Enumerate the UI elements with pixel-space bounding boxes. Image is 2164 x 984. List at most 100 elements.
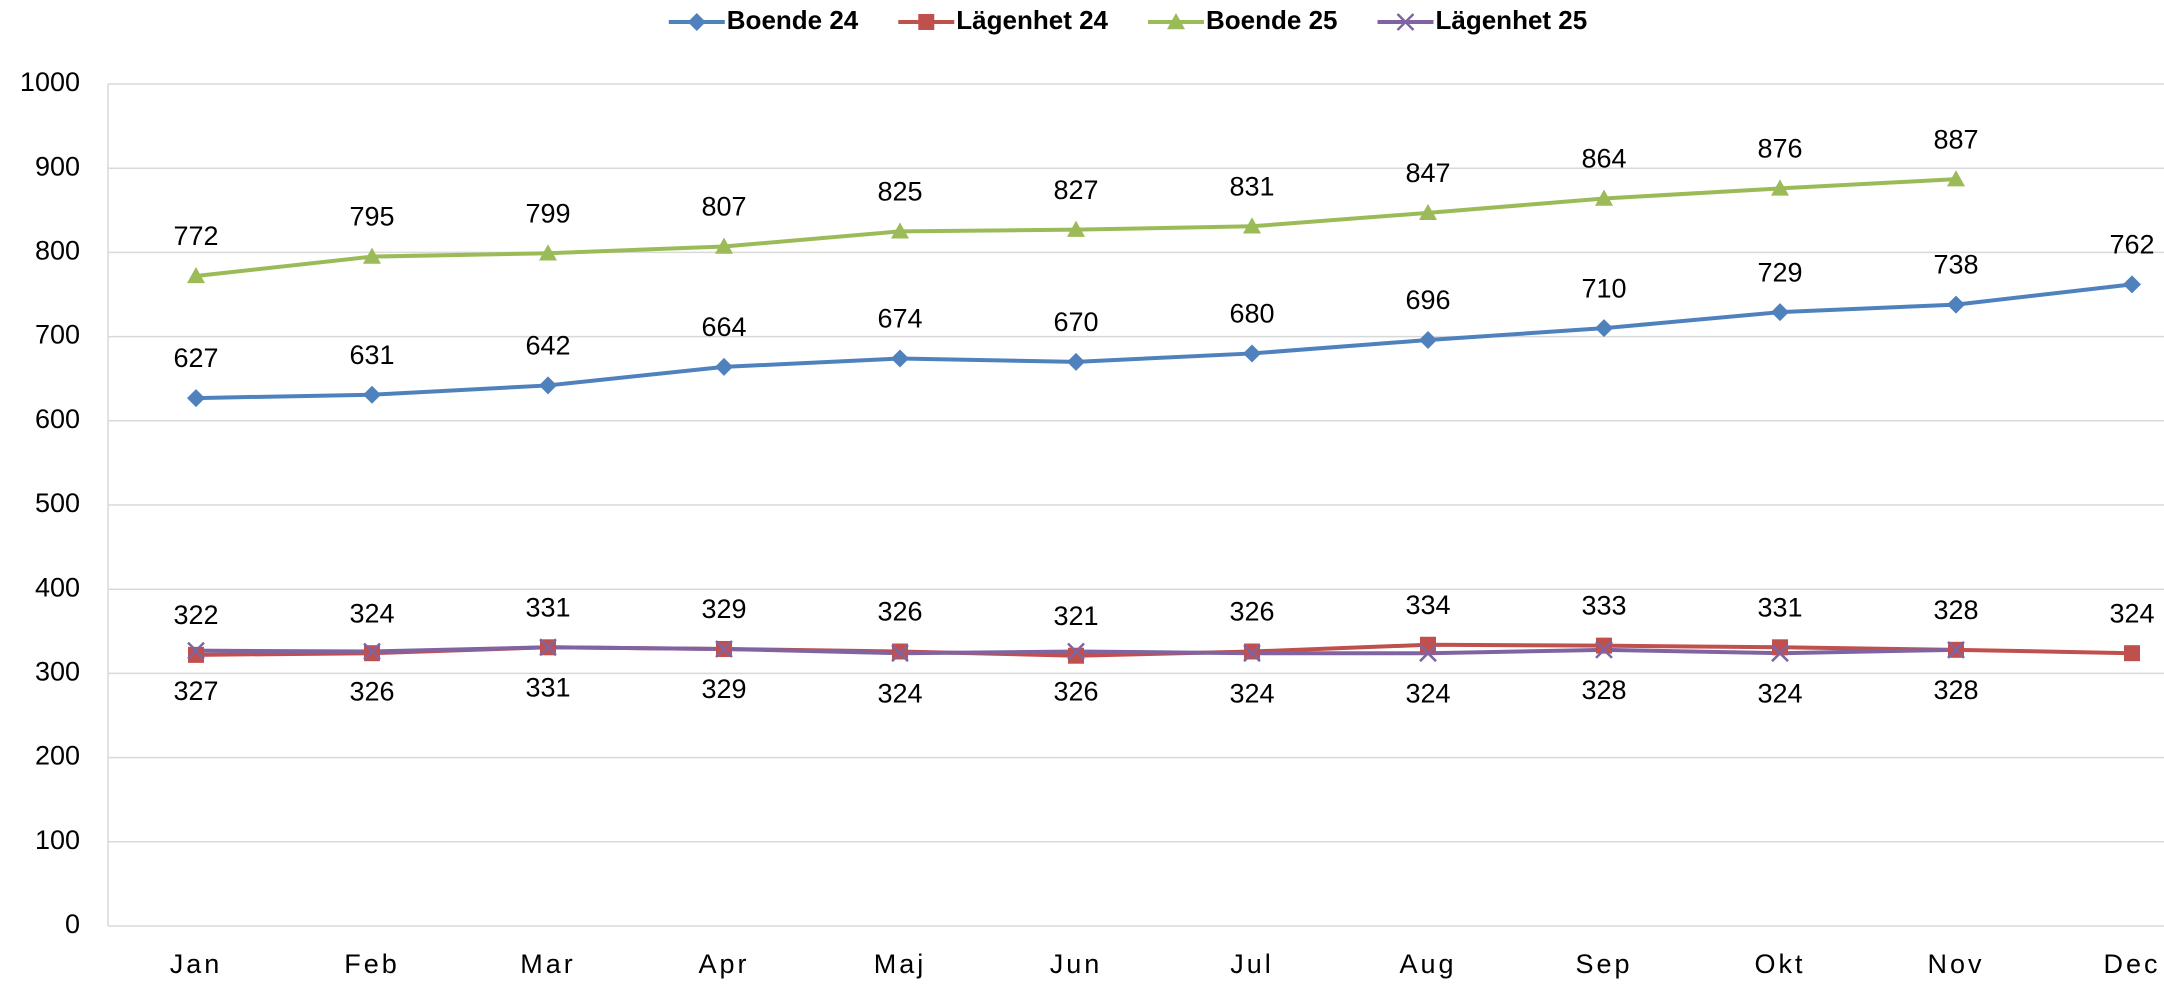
marker bbox=[539, 376, 557, 395]
marker bbox=[1947, 640, 1965, 659]
data-label: 799 bbox=[525, 198, 570, 228]
data-label: 674 bbox=[877, 304, 922, 334]
data-label: 324 bbox=[1757, 678, 1802, 708]
data-label: 326 bbox=[877, 597, 922, 627]
data-label: 328 bbox=[1933, 675, 1978, 705]
marker bbox=[1067, 642, 1085, 661]
legend-label: Boende 24 bbox=[727, 5, 859, 35]
marker bbox=[891, 222, 909, 239]
data-label: 631 bbox=[349, 340, 394, 370]
x-tick-label: Dec bbox=[2103, 949, 2160, 979]
x-tick-label: Apr bbox=[698, 949, 749, 979]
data-label: 876 bbox=[1757, 134, 1802, 164]
marker bbox=[1771, 303, 1789, 322]
data-label: 324 bbox=[2109, 598, 2154, 628]
x-tick-label: Jul bbox=[1230, 949, 1274, 979]
y-tick-label: 700 bbox=[35, 320, 80, 350]
marker bbox=[187, 266, 205, 284]
data-label: 329 bbox=[701, 674, 746, 704]
y-tick-label: 600 bbox=[35, 404, 80, 434]
marker bbox=[1595, 189, 1613, 206]
data-label: 334 bbox=[1405, 590, 1450, 620]
marker bbox=[687, 13, 706, 31]
marker bbox=[1771, 644, 1789, 663]
marker bbox=[1595, 319, 1613, 338]
data-label: 729 bbox=[1757, 257, 1802, 287]
marker bbox=[1947, 170, 1965, 187]
marker bbox=[1067, 352, 1085, 371]
y-tick-label: 200 bbox=[35, 741, 80, 771]
y-tick-label: 300 bbox=[35, 657, 80, 687]
x-tick-label: Jan bbox=[170, 949, 223, 979]
marker bbox=[1420, 636, 1436, 653]
marker bbox=[2124, 645, 2140, 662]
data-label: 324 bbox=[349, 598, 394, 628]
marker bbox=[1947, 295, 1965, 314]
marker bbox=[715, 237, 733, 254]
legend: Boende 24 Lägenhet 24 Boende 25 Lägenhet 25 bbox=[668, 5, 1588, 35]
data-label: 795 bbox=[349, 202, 394, 232]
y-tick-label: 500 bbox=[35, 488, 80, 518]
x-tick-label: Jun bbox=[1050, 949, 1103, 979]
marker bbox=[1772, 639, 1788, 656]
marker bbox=[363, 247, 381, 264]
data-label: 827 bbox=[1053, 175, 1098, 205]
marker bbox=[363, 385, 381, 404]
marker bbox=[715, 640, 733, 658]
series-line bbox=[195, 282, 2133, 401]
data-label: 328 bbox=[1581, 675, 1626, 705]
data-label: 322 bbox=[173, 600, 218, 630]
data-label: 327 bbox=[173, 676, 218, 706]
marker bbox=[1771, 179, 1789, 196]
data-label: 321 bbox=[1053, 601, 1098, 631]
data-label: 324 bbox=[1405, 678, 1450, 708]
y-tick-label: 800 bbox=[35, 236, 80, 266]
marker bbox=[539, 244, 557, 261]
data-label: 710 bbox=[1581, 273, 1626, 303]
marker bbox=[1243, 344, 1261, 363]
data-label: 772 bbox=[173, 221, 218, 251]
marker bbox=[891, 644, 909, 663]
marker bbox=[1595, 640, 1613, 659]
marker bbox=[188, 646, 204, 663]
marker bbox=[1396, 13, 1415, 31]
data-label: 324 bbox=[877, 678, 922, 708]
x-tick-label: Aug bbox=[1399, 949, 1456, 979]
x-tick-label: Nov bbox=[1927, 949, 1984, 979]
marker bbox=[891, 349, 909, 368]
x-tick-label: Feb bbox=[344, 949, 400, 979]
data-label: 680 bbox=[1229, 299, 1274, 329]
data-label: 670 bbox=[1053, 307, 1098, 337]
data-label: 326 bbox=[349, 677, 394, 707]
data-label: 887 bbox=[1933, 124, 1978, 154]
data-label: 331 bbox=[1757, 592, 1802, 622]
data-label: 847 bbox=[1405, 158, 1450, 188]
y-tick-label: 1000 bbox=[20, 67, 80, 97]
y-tick-label: 900 bbox=[35, 151, 80, 181]
data-label: 831 bbox=[1229, 171, 1274, 201]
data-label: 329 bbox=[701, 594, 746, 624]
legend-label: Boende 25 bbox=[1206, 5, 1338, 35]
data-label: 331 bbox=[525, 592, 570, 622]
marker bbox=[363, 642, 381, 661]
marker bbox=[1596, 637, 1612, 654]
marker bbox=[539, 638, 557, 657]
marker bbox=[1068, 647, 1084, 664]
legend-label: Lägenhet 25 bbox=[1436, 5, 1588, 35]
marker bbox=[1419, 203, 1437, 221]
marker bbox=[2123, 275, 2141, 294]
y-tick-label: 400 bbox=[35, 572, 80, 602]
marker bbox=[1067, 220, 1085, 237]
data-label: 324 bbox=[1229, 678, 1274, 708]
marker bbox=[1167, 13, 1185, 30]
x-tick-label: Mar bbox=[520, 949, 576, 979]
marker bbox=[1419, 330, 1437, 349]
legend-label: Lägenhet 24 bbox=[956, 5, 1108, 35]
marker bbox=[1243, 644, 1261, 663]
data-label: 627 bbox=[173, 343, 218, 373]
data-label: 326 bbox=[1229, 597, 1274, 627]
data-label: 825 bbox=[877, 176, 922, 206]
data-label: 738 bbox=[1933, 250, 1978, 280]
data-label: 696 bbox=[1405, 285, 1450, 315]
